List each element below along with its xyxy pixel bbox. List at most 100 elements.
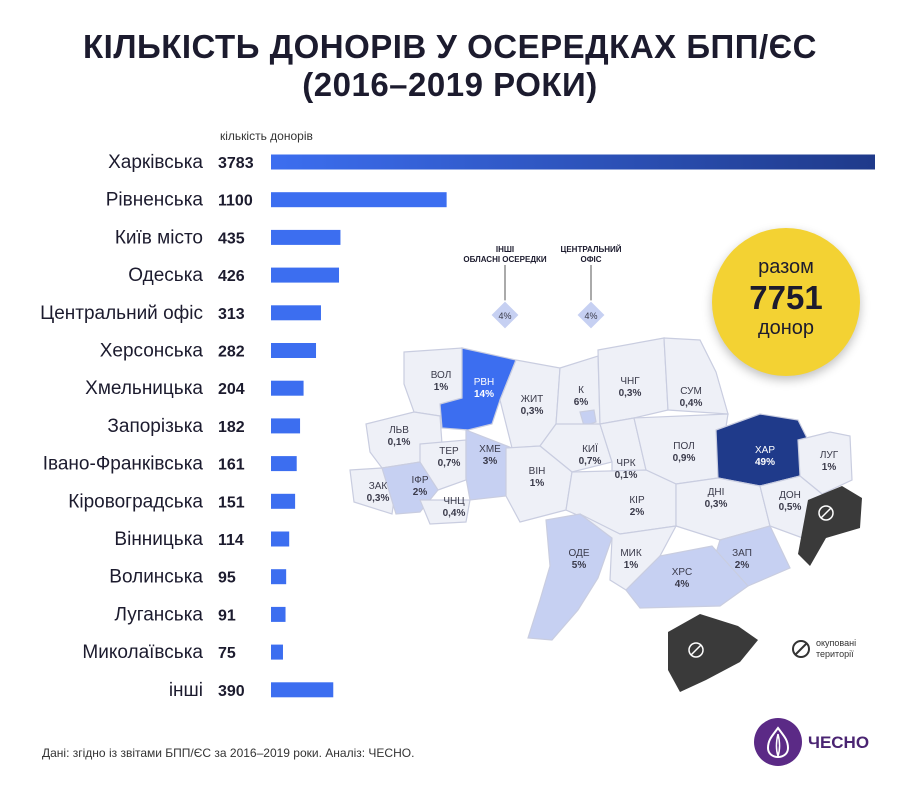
region-abbr: ІФР (411, 475, 428, 486)
category-label: Миколаївська (82, 642, 203, 663)
category-label: Одеська (128, 265, 203, 286)
region-abbr: ВОЛ (431, 370, 452, 381)
data-label: 426 (218, 268, 245, 285)
region-abbr: ОДЕ (568, 548, 589, 559)
data-label: 313 (218, 306, 245, 323)
occupied-icon (818, 505, 834, 521)
occupied-legend-line2: території (816, 649, 854, 659)
occupied-legend-line1: окуповані (816, 638, 857, 648)
region-abbr: ХРС (672, 567, 692, 578)
category-label: Хмельницька (85, 378, 203, 399)
callout-label-central-office-2: ОФІС (580, 255, 601, 264)
region-pct: 0,7% (579, 456, 602, 467)
bar (271, 644, 283, 660)
data-label: 435 (218, 230, 245, 247)
map-regions (349, 337, 853, 641)
region-pct: 0,1% (388, 437, 411, 448)
category-label: Луганська (115, 604, 204, 625)
region-pct: 3% (483, 456, 498, 467)
region-sum (663, 337, 729, 415)
occupied-territories (668, 486, 862, 692)
category-label: Запорізька (107, 416, 203, 437)
callouts: ІНШІ ОБЛАСНІ ОСЕРЕДКИ ЦЕНТРАЛЬНИЙ ОФІС 4… (463, 245, 622, 330)
bar (271, 569, 287, 585)
occupied-donbas (798, 486, 862, 566)
category-label: Волинська (109, 567, 203, 588)
region-pct: 2% (630, 507, 645, 518)
category-label: інші (169, 680, 203, 701)
region-pct: 2% (413, 487, 428, 498)
x-axis-label: кількість донорів (220, 129, 313, 143)
region-abbr: КИЇ (582, 443, 598, 455)
bar (271, 154, 875, 170)
bar (271, 456, 297, 472)
callout-pct-central-office: 4% (584, 311, 597, 321)
region-pct: 1% (530, 478, 545, 489)
region-pct: 0,4% (680, 398, 703, 409)
region-abbr: РВН (474, 377, 495, 388)
callout-label-other-branches-2: ОБЛАСНІ ОСЕРЕДКИ (463, 255, 547, 264)
data-label: 204 (218, 381, 245, 398)
total-label: разом (758, 256, 814, 278)
region-abbr: СУМ (680, 386, 702, 397)
category-label: Київ місто (115, 227, 203, 248)
region-abbr: ЛУГ (820, 450, 839, 461)
data-label: 1100 (218, 193, 253, 210)
occupied-icon (688, 642, 704, 658)
data-label: 114 (218, 532, 244, 549)
region-pct: 0,1% (615, 470, 638, 481)
region-pct: 0,3% (705, 499, 728, 510)
region-ode (527, 513, 613, 641)
bar (271, 531, 290, 547)
bar (271, 418, 301, 434)
bar (271, 305, 321, 321)
data-label: 282 (218, 344, 245, 361)
total-unit: донор (757, 317, 815, 339)
data-label: 75 (218, 645, 236, 662)
data-label: 182 (218, 419, 245, 436)
region-pct: 1% (822, 462, 837, 473)
data-label: 91 (218, 607, 236, 624)
data-label: 161 (218, 457, 245, 474)
region-abbr: ЗАП (732, 548, 752, 559)
logo-text: ЧЕСНО (808, 733, 870, 752)
region-abbr: ЧНЦ (443, 496, 465, 507)
bar (271, 229, 341, 245)
region-chng (597, 337, 669, 425)
region-abbr: ВІН (529, 466, 546, 477)
ukraine-map: ІНШІ ОБЛАСНІ ОСЕРЕДКИ ЦЕНТРАЛЬНИЙ ОФІС 4… (349, 245, 862, 692)
region-abbr: ЧРК (616, 458, 635, 469)
region-pct: 49% (755, 457, 775, 468)
region-pct: 0,9% (673, 453, 696, 464)
bar (271, 343, 317, 358)
region-abbr: ХАР (755, 445, 775, 456)
region-abbr: ХМЕ (479, 444, 501, 455)
region-pct: 4% (675, 579, 690, 590)
category-label: Кіровоградська (68, 491, 203, 512)
region-pct: 5% (572, 560, 587, 571)
callout-pct-other-branches: 4% (498, 311, 511, 321)
region-khm (465, 429, 513, 501)
region-abbr: МИК (620, 548, 642, 559)
occupied-legend-text: окуповані території (816, 638, 886, 660)
region-pct: 0,3% (619, 388, 642, 399)
region-pct: 6% (574, 397, 589, 408)
bar (271, 493, 296, 509)
region-abbr: КІР (629, 495, 645, 506)
data-label: 151 (218, 494, 245, 511)
region-pct: 1% (624, 560, 639, 571)
region-pct: 14% (474, 389, 494, 400)
total-badge: разом 7751 донор (712, 228, 860, 376)
category-label: Вінницька (114, 529, 203, 550)
region-khrs (625, 545, 749, 609)
source-note: Дані: згідно із звітами БПП/ЄС за 2016–2… (42, 746, 415, 760)
region-kyiv-city (579, 409, 597, 427)
category-label: Херсонська (100, 341, 204, 362)
data-label: 3783 (218, 155, 254, 172)
category-label: Івано-Франківська (43, 454, 204, 475)
total-value: 7751 (749, 279, 823, 316)
region-abbr: ЗАК (369, 481, 388, 492)
region-abbr: ПОЛ (673, 441, 694, 452)
region-chnc (419, 499, 471, 525)
